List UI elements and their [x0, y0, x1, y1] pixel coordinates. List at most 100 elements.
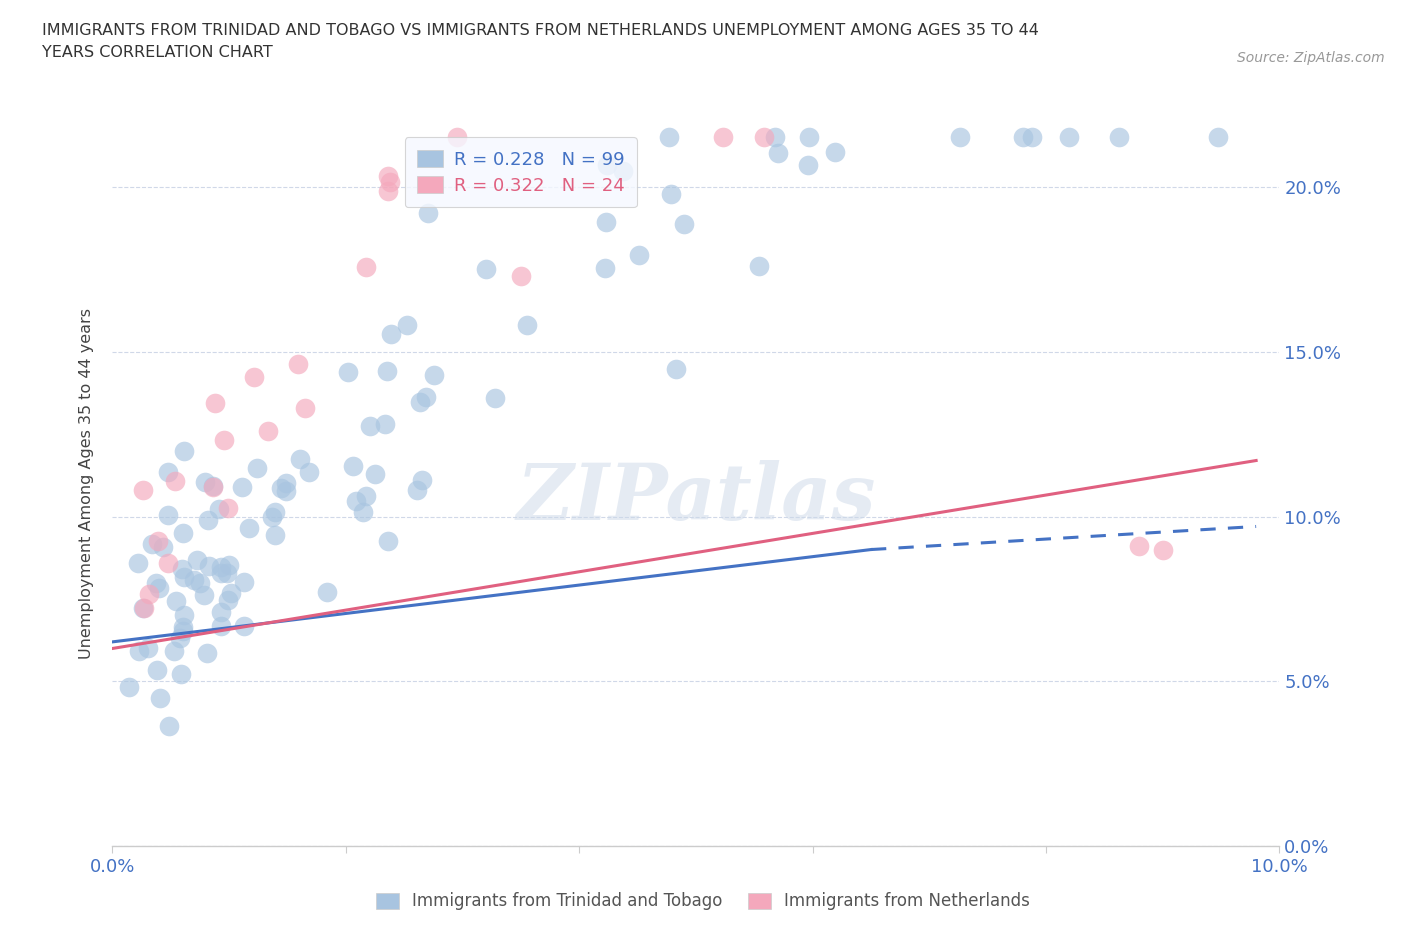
- Point: [264, 504, 287, 519]
- Point: [148, 581, 170, 596]
- Point: [627, 247, 650, 262]
- Point: [1206, 130, 1229, 145]
- Point: [1021, 130, 1043, 145]
- Point: [344, 493, 367, 508]
- Point: [1152, 542, 1174, 557]
- Point: [337, 365, 360, 379]
- Point: [169, 631, 191, 645]
- Point: [188, 576, 211, 591]
- Point: [595, 214, 617, 229]
- Point: [132, 483, 155, 498]
- Point: [380, 326, 402, 341]
- Point: [766, 145, 789, 160]
- Point: [475, 262, 498, 277]
- Point: [665, 362, 688, 377]
- Point: [221, 586, 243, 601]
- Point: [209, 604, 232, 619]
- Point: [165, 594, 187, 609]
- Point: [763, 130, 786, 145]
- Legend: Immigrants from Trinidad and Tobago, Immigrants from Netherlands: Immigrants from Trinidad and Tobago, Imm…: [368, 885, 1038, 917]
- Point: [416, 206, 439, 220]
- Point: [204, 396, 226, 411]
- Point: [128, 644, 150, 658]
- Point: [209, 560, 232, 575]
- Point: [209, 618, 232, 633]
- Point: [1057, 130, 1080, 145]
- Point: [396, 318, 419, 333]
- Point: [263, 528, 285, 543]
- Point: [257, 423, 280, 438]
- Point: [415, 390, 437, 405]
- Point: [152, 539, 174, 554]
- Point: [374, 417, 396, 432]
- Point: [197, 512, 219, 527]
- Point: [375, 364, 398, 379]
- Point: [352, 505, 374, 520]
- Point: [949, 130, 972, 145]
- Point: [209, 566, 232, 581]
- Point: [288, 452, 311, 467]
- Point: [172, 624, 194, 639]
- Point: [138, 587, 160, 602]
- Point: [748, 259, 770, 273]
- Point: [243, 369, 266, 384]
- Point: [484, 391, 506, 405]
- Point: [183, 572, 205, 587]
- Legend: R = 0.228   N = 99, R = 0.322   N = 24: R = 0.228 N = 99, R = 0.322 N = 24: [405, 138, 637, 207]
- Point: [156, 508, 179, 523]
- Point: [422, 367, 444, 382]
- Point: [342, 458, 364, 473]
- Point: [202, 478, 225, 493]
- Point: [156, 465, 179, 480]
- Point: [146, 534, 169, 549]
- Point: [354, 260, 377, 275]
- Point: [218, 557, 240, 572]
- Point: [145, 663, 167, 678]
- Point: [270, 481, 292, 496]
- Point: [446, 130, 468, 145]
- Y-axis label: Unemployment Among Ages 35 to 44 years: Unemployment Among Ages 35 to 44 years: [79, 308, 94, 659]
- Point: [294, 400, 316, 415]
- Point: [354, 488, 377, 503]
- Point: [752, 130, 775, 145]
- Point: [118, 680, 141, 695]
- Point: [380, 175, 402, 190]
- Point: [195, 646, 218, 661]
- Point: [596, 158, 619, 173]
- Point: [711, 130, 734, 145]
- Point: [193, 588, 215, 603]
- Point: [796, 158, 818, 173]
- Point: [659, 186, 682, 201]
- Point: [612, 164, 634, 179]
- Point: [287, 356, 309, 371]
- Point: [149, 690, 172, 705]
- Point: [217, 592, 239, 607]
- Point: [359, 418, 381, 433]
- Point: [170, 562, 193, 577]
- Point: [246, 460, 269, 475]
- Point: [238, 521, 260, 536]
- Point: [201, 480, 224, 495]
- Point: [672, 217, 695, 232]
- Point: [411, 472, 433, 487]
- Text: Source: ZipAtlas.com: Source: ZipAtlas.com: [1237, 51, 1385, 65]
- Point: [1108, 130, 1130, 145]
- Point: [406, 482, 429, 497]
- Point: [157, 719, 180, 734]
- Point: [274, 475, 297, 490]
- Point: [197, 558, 219, 573]
- Point: [298, 464, 321, 479]
- Point: [136, 641, 159, 656]
- Point: [217, 565, 239, 580]
- Point: [231, 480, 253, 495]
- Point: [208, 502, 231, 517]
- Point: [377, 168, 399, 183]
- Point: [172, 620, 194, 635]
- Point: [141, 537, 163, 551]
- Point: [163, 473, 186, 488]
- Point: [593, 260, 616, 275]
- Point: [1128, 538, 1150, 553]
- Point: [173, 444, 195, 458]
- Point: [194, 475, 217, 490]
- Point: [1012, 130, 1035, 145]
